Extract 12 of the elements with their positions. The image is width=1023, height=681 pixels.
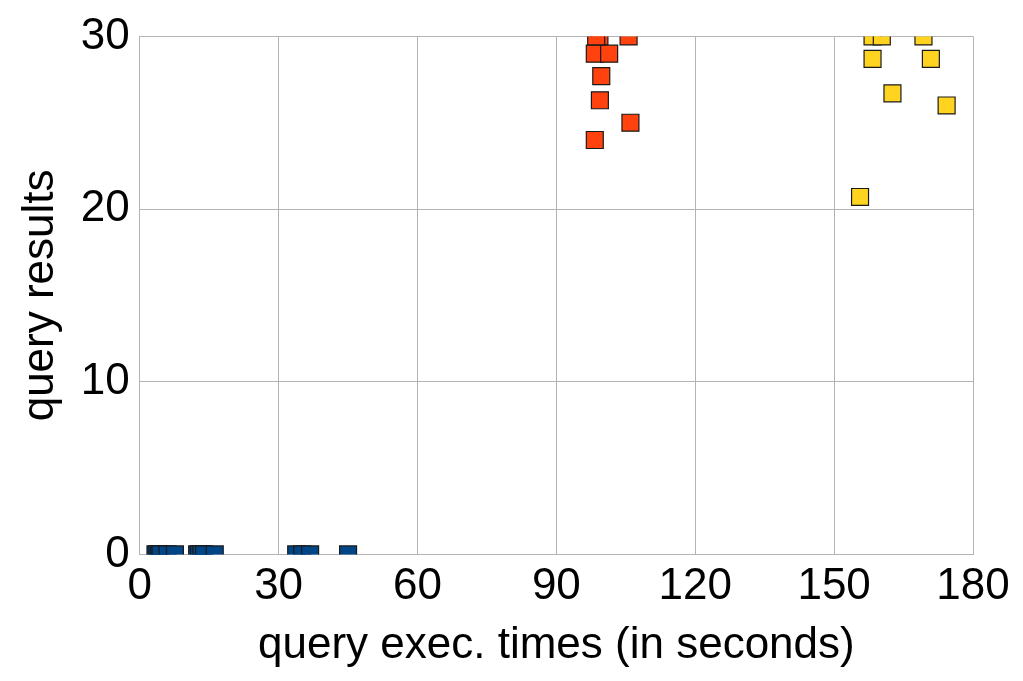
x-tick-label: 180 — [936, 558, 1010, 608]
x-tick-label: 120 — [658, 558, 732, 608]
y-tick-label: 10 — [80, 353, 130, 403]
y-tick-label: 0 — [105, 526, 130, 576]
x-tick-label: 150 — [797, 558, 871, 608]
x-tick-label: 90 — [531, 558, 581, 608]
y-axis-title: query results — [12, 169, 62, 422]
y-tick-label: 20 — [80, 181, 130, 231]
x-tick-label: 30 — [254, 558, 304, 608]
y-tick-label: 30 — [80, 8, 130, 58]
x-tick-label: 60 — [393, 558, 442, 608]
x-axis-title: query exec. times (in seconds) — [258, 617, 855, 667]
